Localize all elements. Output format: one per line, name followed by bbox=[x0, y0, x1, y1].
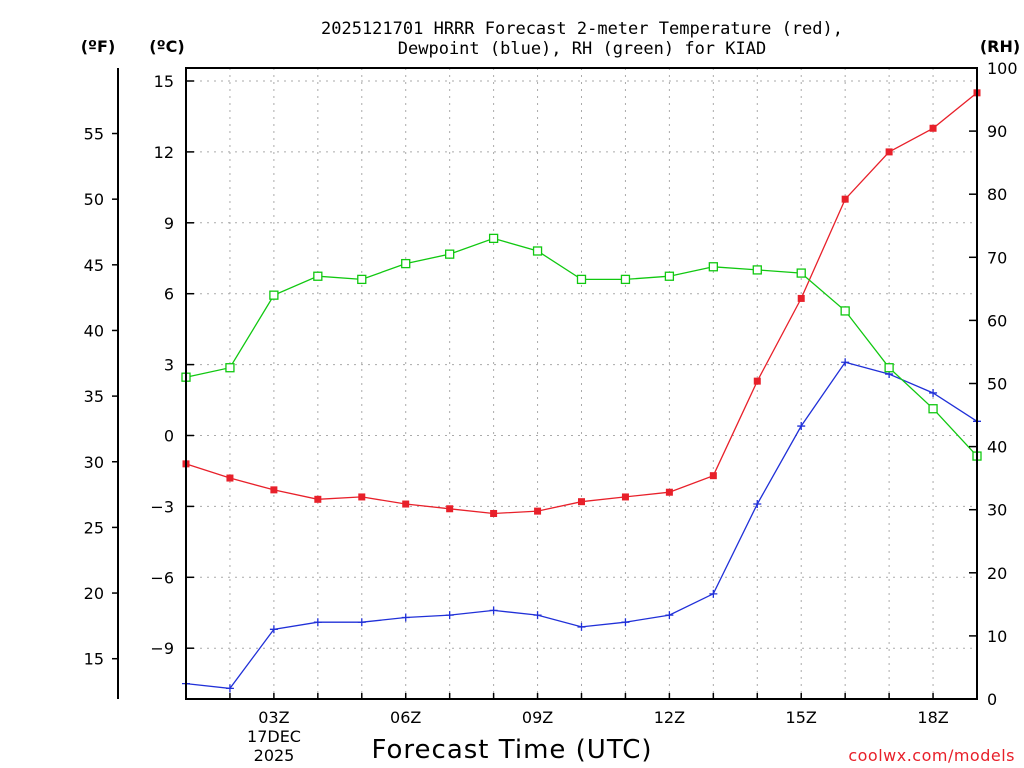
x-tick-label: 18Z bbox=[917, 708, 948, 727]
series-layer bbox=[181, 89, 982, 693]
dewpoint-point bbox=[225, 684, 234, 693]
x-tick-label: 09Z bbox=[522, 708, 553, 727]
rh-point bbox=[752, 265, 762, 275]
dewpoint-point bbox=[841, 358, 850, 367]
dewpoint-point bbox=[445, 611, 454, 620]
fahrenheit-tick-label: 55 bbox=[84, 125, 104, 144]
celsius-tick-label: 6 bbox=[164, 285, 174, 304]
rh-tick-label: 20 bbox=[987, 564, 1007, 583]
rh-tick-label: 30 bbox=[987, 501, 1007, 520]
temperature-line bbox=[185, 92, 978, 515]
grid-lines bbox=[186, 68, 977, 699]
x-tick-label: 12Z bbox=[654, 708, 685, 727]
dewpoint-point bbox=[533, 611, 542, 620]
celsius-tick-label: 9 bbox=[164, 214, 174, 233]
celsius-tick-label: 12 bbox=[154, 143, 174, 162]
dewpoint-point bbox=[709, 589, 718, 598]
rh-point bbox=[840, 306, 850, 316]
dewpoint-point bbox=[401, 613, 410, 622]
celsius-tick-label: 15 bbox=[154, 72, 174, 91]
rh-tick-label: 90 bbox=[987, 122, 1007, 141]
fahrenheit-tick-label: 20 bbox=[84, 584, 104, 603]
rh-point bbox=[928, 404, 938, 414]
fahrenheit-tick-label: 35 bbox=[84, 387, 104, 406]
rh-point bbox=[401, 258, 411, 269]
temperature-point bbox=[578, 498, 585, 506]
celsius-tick-label: 3 bbox=[164, 356, 174, 375]
temperature-point bbox=[929, 124, 937, 132]
x-tick-label: 03Z bbox=[258, 708, 289, 727]
dewpoint-point bbox=[577, 622, 586, 631]
axis-ticks bbox=[112, 67, 978, 700]
rh-tick-label: 40 bbox=[987, 438, 1007, 457]
fahrenheit-tick-label: 45 bbox=[84, 256, 104, 275]
rh-point bbox=[313, 271, 323, 281]
rh-tick-label: 10 bbox=[987, 627, 1007, 646]
celsius-tick-label: 0 bbox=[164, 427, 174, 446]
chart-title-line-2: Dewpoint (blue), RH (green) for KIAD bbox=[398, 39, 766, 59]
rh-point bbox=[576, 274, 587, 285]
dewpoint-point bbox=[313, 618, 322, 627]
dewpoint-point bbox=[753, 500, 762, 509]
temperature-point bbox=[402, 500, 410, 508]
temperature-point bbox=[446, 505, 454, 513]
date-label-year: 2025 bbox=[254, 746, 295, 765]
celsius-tick-label: −3 bbox=[150, 497, 174, 516]
rh-point bbox=[664, 271, 675, 281]
dewpoint-point bbox=[665, 611, 674, 620]
temperature-point bbox=[490, 509, 498, 517]
temperature-point bbox=[314, 495, 322, 503]
temperature-point bbox=[665, 488, 673, 496]
temperature-point bbox=[753, 377, 761, 385]
x-tick-label: 15Z bbox=[786, 708, 817, 727]
rh-tick-label: 100 bbox=[987, 59, 1018, 78]
rh-point bbox=[225, 363, 235, 373]
temperature-point bbox=[797, 294, 805, 302]
fahrenheit-tick-label: 40 bbox=[84, 321, 104, 340]
dewpoint-point bbox=[929, 388, 938, 397]
chart-title-line-1: 2025121701 HRRR Forecast 2-meter Tempera… bbox=[321, 19, 843, 39]
dewpoint-point bbox=[357, 618, 366, 627]
rh-point bbox=[532, 246, 543, 256]
fahrenheit-tick-label: 50 bbox=[84, 190, 104, 209]
fahrenheit-tick-label: 25 bbox=[84, 518, 104, 537]
fahrenheit-unit-label: (ºF) bbox=[81, 37, 116, 56]
temperature-point bbox=[358, 493, 366, 501]
x-tick-label: 06Z bbox=[390, 708, 421, 727]
dewpoint-point bbox=[797, 422, 806, 431]
dewpoint-point bbox=[621, 618, 630, 627]
temperature-point bbox=[709, 472, 717, 480]
celsius-tick-label: −6 bbox=[150, 568, 174, 587]
credit-label: coolwx.com/models bbox=[848, 746, 1015, 765]
rh-tick-label: 60 bbox=[987, 311, 1007, 330]
fahrenheit-tick-label: 15 bbox=[84, 650, 104, 669]
temperature-point bbox=[226, 474, 234, 482]
temperature-point bbox=[621, 493, 629, 501]
rh-unit-label: (RH) bbox=[980, 37, 1020, 56]
x-axis-label: Forecast Time (UTC) bbox=[371, 735, 652, 765]
rh-point bbox=[488, 233, 499, 244]
temperature-point bbox=[841, 195, 849, 203]
celsius-tick-label: −9 bbox=[150, 639, 174, 658]
date-label-day: 17DEC bbox=[247, 727, 301, 746]
rh-point bbox=[620, 274, 631, 285]
temperature-point bbox=[885, 148, 893, 156]
rh-point bbox=[269, 290, 279, 300]
dewpoint-point bbox=[269, 625, 278, 634]
rh-point bbox=[884, 363, 894, 373]
rh-point bbox=[445, 249, 455, 259]
rh-tick-label: 0 bbox=[987, 690, 997, 709]
rh-tick-label: 80 bbox=[987, 185, 1007, 204]
rh-point bbox=[357, 274, 367, 285]
fahrenheit-tick-label: 30 bbox=[84, 453, 104, 472]
rh-tick-label: 50 bbox=[987, 375, 1007, 394]
rh-point bbox=[796, 268, 806, 278]
rh-tick-label: 70 bbox=[987, 248, 1007, 267]
rh-point bbox=[708, 262, 718, 272]
celsius-unit-label: (ºC) bbox=[149, 37, 184, 56]
dewpoint-point bbox=[489, 606, 498, 615]
temperature-point bbox=[534, 507, 542, 515]
temperature-point bbox=[270, 486, 278, 494]
